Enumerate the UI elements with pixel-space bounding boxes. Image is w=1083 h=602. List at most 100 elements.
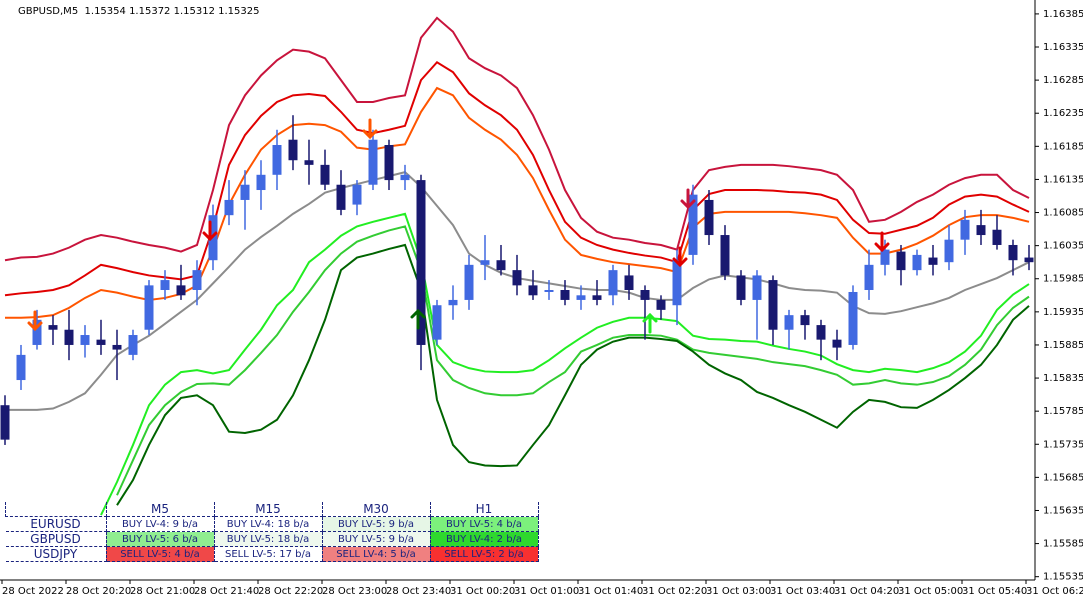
timeframe-header: H1 — [429, 502, 539, 517]
candle-body — [768, 280, 778, 330]
sell-arrow — [27, 310, 43, 332]
candle-body — [288, 139, 298, 161]
signal-cell: SELL LV-4: 5 b/a — [321, 546, 431, 562]
candle-body — [256, 174, 266, 191]
candle-body — [1008, 244, 1018, 261]
x-tick-label: 31 Oct 05:40 — [962, 586, 1027, 597]
candle-body — [752, 275, 762, 300]
candle-body — [192, 270, 202, 290]
signal-cell: BUY LV-5: 6 b/a — [105, 531, 215, 547]
candle-body — [592, 295, 602, 300]
candle-body — [816, 325, 826, 340]
x-tick-label: 31 Oct 04:20 — [834, 586, 899, 597]
candle-body — [64, 329, 74, 345]
candle-body — [624, 275, 634, 290]
y-tick-label: 1.16335 — [1043, 42, 1083, 53]
sell-arrow — [874, 231, 890, 253]
candle-body — [80, 335, 90, 345]
buy-arrow — [410, 308, 426, 330]
x-tick-label: 31 Oct 05:00 — [898, 586, 963, 597]
y-tick-label: 1.15985 — [1043, 274, 1083, 285]
timeframe-header: M15 — [213, 502, 323, 517]
sell-arrow — [362, 118, 378, 140]
band-line — [100, 212, 1030, 516]
band-line — [4, 16, 1030, 262]
candle-body — [944, 239, 954, 263]
x-tick-label: 28 Oct 23:40 — [386, 586, 451, 597]
x-tick-label: 28 Oct 23:00 — [322, 586, 387, 597]
x-tick-label: 28 Oct 2022 — [2, 586, 64, 597]
x-tick-label: 28 Oct 21:40 — [194, 586, 259, 597]
candle-body — [640, 290, 650, 300]
signal-cell: SELL LV-5: 2 b/a — [429, 546, 539, 562]
symbol-name: GBPUSD — [5, 531, 107, 547]
y-tick-label: 1.15735 — [1043, 439, 1083, 450]
buy-arrow — [642, 312, 658, 334]
x-tick-label: 31 Oct 01:00 — [514, 586, 579, 597]
x-tick-label: 31 Oct 01:40 — [578, 586, 643, 597]
candle-body — [688, 194, 698, 255]
candle-body — [608, 270, 618, 296]
candle-body — [576, 295, 586, 300]
candle-body — [784, 315, 794, 330]
candle-body — [384, 145, 394, 181]
signal-cell: BUY LV-5: 9 b/a — [321, 516, 431, 532]
candle-body — [512, 270, 522, 286]
candle-body — [560, 290, 570, 300]
candle-body — [128, 335, 138, 355]
candle-body — [896, 251, 906, 271]
candle-body — [528, 285, 538, 296]
candle-body — [240, 184, 250, 200]
y-tick-label: 1.16085 — [1043, 208, 1083, 219]
timeframe-header: M5 — [105, 502, 215, 517]
candle-body — [928, 257, 938, 265]
y-tick-label: 1.15635 — [1043, 505, 1083, 516]
candle-body — [416, 180, 426, 345]
signal-arrows — [27, 118, 890, 334]
y-tick-label: 1.15835 — [1043, 373, 1083, 384]
candle-body — [112, 344, 122, 350]
timeframe-header: M30 — [321, 502, 431, 517]
candle-body — [448, 299, 458, 306]
candle-body — [800, 315, 810, 326]
x-tick-label: 28 Oct 21:00 — [130, 586, 195, 597]
candle-body — [160, 280, 170, 290]
candle-body — [656, 299, 666, 310]
signal-cell: BUY LV-5: 4 b/a — [429, 516, 539, 532]
y-tick-label: 1.15785 — [1043, 406, 1083, 417]
candle-body — [144, 285, 154, 330]
y-tick-label: 1.15885 — [1043, 340, 1083, 351]
corner-cell — [5, 502, 107, 517]
sell-arrow — [672, 246, 688, 268]
sell-arrow — [202, 220, 218, 242]
candle-body — [464, 264, 474, 300]
symbol-name: EURUSD — [5, 516, 107, 532]
candle-body — [16, 354, 26, 381]
candle-body — [960, 219, 970, 240]
header-row: M5 M15 M30 H1 — [5, 502, 539, 517]
y-tick-label: 1.16235 — [1043, 108, 1083, 119]
candle-body — [864, 264, 874, 290]
x-tick-label: 28 Oct 22:20 — [258, 586, 323, 597]
x-tick-label: 28 Oct 20:20 — [66, 586, 131, 597]
candle-body — [400, 174, 410, 181]
x-tick-label: 31 Oct 06:20 — [1026, 586, 1083, 597]
signal-cell: BUY LV-4: 2 b/a — [429, 531, 539, 547]
y-tick-label: 1.15535 — [1043, 572, 1083, 583]
candle-body — [176, 285, 186, 296]
candle-body — [352, 184, 362, 205]
x-tick-label: 31 Oct 03:40 — [770, 586, 835, 597]
candle-body — [496, 260, 506, 271]
candle-body — [848, 291, 858, 345]
signal-cell: BUY LV-5: 18 b/a — [213, 531, 323, 547]
candle-body — [544, 290, 554, 292]
x-tick-label: 31 Oct 02:20 — [642, 586, 707, 597]
candle-body — [736, 275, 746, 300]
band-line — [116, 243, 1030, 506]
candle-body — [832, 339, 842, 348]
chart-title: GBPUSD,M5 1.15354 1.15372 1.15312 1.1532… — [18, 6, 259, 17]
candle-body — [432, 305, 442, 340]
symbol-row: GBPUSD BUY LV-5: 6 b/a BUY LV-5: 18 b/a BUY… — [5, 531, 539, 547]
